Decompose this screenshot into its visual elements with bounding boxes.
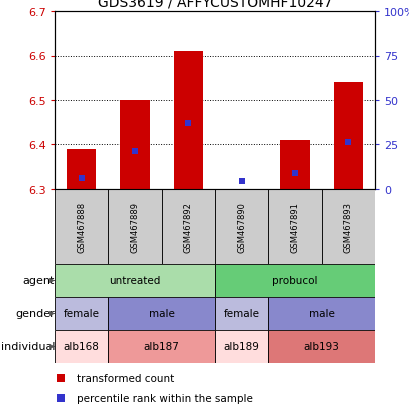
Bar	[55, 264, 214, 297]
Title: GDS3619 / AFFYCUSTOMHF10247: GDS3619 / AFFYCUSTOMHF10247	[98, 0, 331, 9]
Text: GSM467890: GSM467890	[236, 202, 245, 252]
Text: individual: individual	[0, 342, 55, 351]
Bar	[55, 297, 108, 330]
Bar	[267, 190, 321, 264]
Text: untreated: untreated	[109, 276, 160, 286]
Bar	[267, 330, 374, 363]
Text: agent: agent	[22, 276, 55, 286]
Text: percentile rank within the sample: percentile rank within the sample	[77, 393, 253, 403]
Bar	[214, 264, 374, 297]
Bar	[173, 52, 202, 190]
Text: GSM467893: GSM467893	[343, 202, 352, 252]
Text: probucol: probucol	[272, 276, 317, 286]
Bar	[214, 297, 267, 330]
Bar	[55, 330, 108, 363]
Text: transformed count: transformed count	[77, 373, 174, 383]
Text: male: male	[308, 309, 334, 319]
Text: GSM467892: GSM467892	[183, 202, 192, 252]
Text: gender: gender	[15, 309, 55, 319]
Bar	[108, 330, 214, 363]
Bar	[161, 190, 214, 264]
Bar	[108, 297, 214, 330]
Bar	[67, 150, 96, 190]
Text: GSM467891: GSM467891	[290, 202, 299, 252]
Text: alb189: alb189	[223, 342, 259, 351]
Bar	[267, 297, 374, 330]
Text: alb193: alb193	[303, 342, 339, 351]
Bar	[333, 83, 362, 190]
Text: male: male	[148, 309, 174, 319]
Bar	[108, 190, 161, 264]
Bar	[214, 330, 267, 363]
Text: GSM467888: GSM467888	[77, 202, 86, 252]
Text: alb168: alb168	[63, 342, 99, 351]
Text: female: female	[223, 309, 259, 319]
Text: female: female	[63, 309, 99, 319]
Bar	[321, 190, 374, 264]
Bar	[280, 141, 309, 190]
Text: alb187: alb187	[144, 342, 179, 351]
Text: GSM467889: GSM467889	[130, 202, 139, 252]
Bar	[120, 101, 149, 190]
Bar	[214, 190, 267, 264]
Bar	[55, 190, 108, 264]
